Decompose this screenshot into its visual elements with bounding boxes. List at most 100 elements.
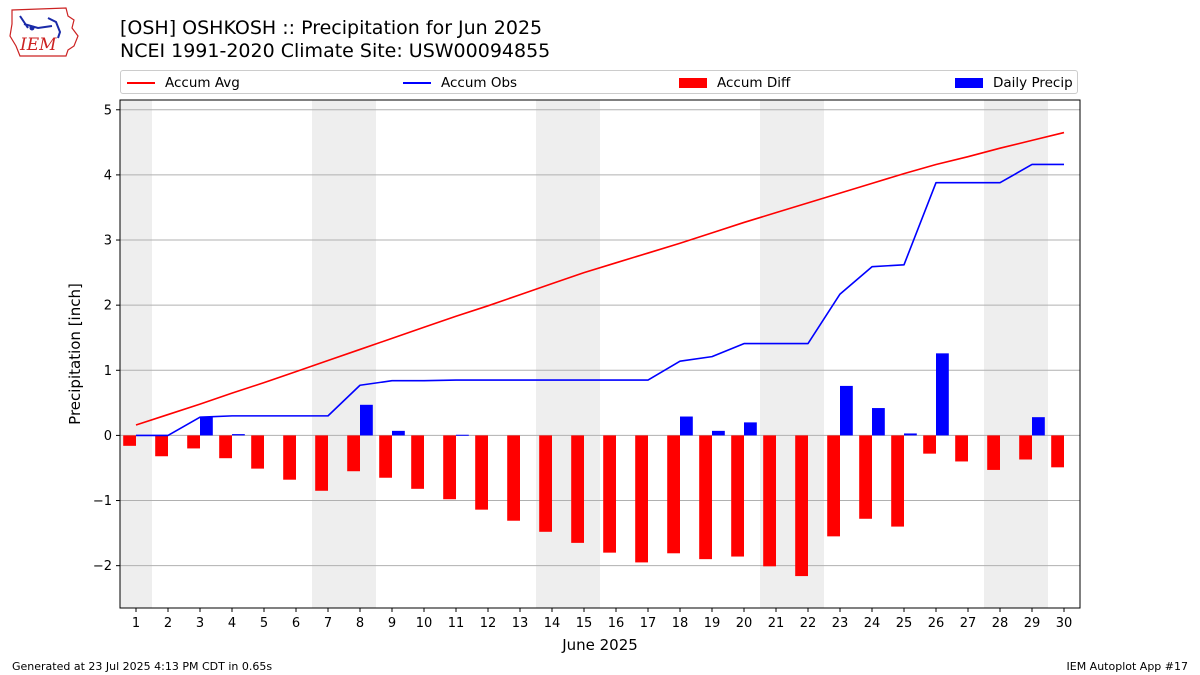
chart-title: [OSH] OSHKOSH :: Precipitation for Jun 2… — [120, 17, 543, 39]
accum-diff-bar-day-1 — [123, 435, 136, 446]
y-tick-label--2: −2 — [93, 559, 112, 574]
accum-diff-bar-day-29 — [1019, 435, 1032, 460]
accum-diff-bar-day-25 — [891, 435, 904, 527]
accum-diff-bar-day-27 — [955, 435, 968, 462]
plot-frame — [119, 99, 1081, 609]
legend-swatch-accum-obs — [403, 82, 431, 84]
x-tick-label-12: 12 — [480, 616, 497, 631]
x-tick-label-9: 9 — [388, 616, 396, 631]
chart-subtitle: NCEI 1991-2020 Climate Site: USW00094855 — [120, 40, 551, 62]
daily-precip-bar-day-8 — [360, 404, 373, 436]
accum-diff-bar-day-12 — [475, 435, 488, 510]
daily-precip-bar-day-23 — [840, 385, 853, 436]
accum-diff-bar-day-19 — [699, 435, 712, 560]
x-tick-label-17: 17 — [640, 616, 657, 631]
x-tick-label-14: 14 — [544, 616, 561, 631]
legend-label-accum-avg: Accum Avg — [165, 75, 240, 91]
footer-app-id: IEM Autoplot App #17 — [1066, 660, 1189, 673]
accum-diff-bar-day-21 — [763, 435, 776, 567]
daily-precip-bar-day-24 — [872, 408, 885, 436]
x-tick-label-28: 28 — [992, 616, 1009, 631]
accum-diff-bar-day-11 — [443, 435, 456, 500]
x-tick-label-26: 26 — [928, 616, 945, 631]
legend-swatch-daily-precip — [955, 78, 983, 88]
accum-diff-bar-day-26 — [923, 435, 936, 454]
weekend-shade-day-29 — [1016, 100, 1048, 608]
x-tick-label-13: 13 — [512, 616, 529, 631]
weekend-shade-day-1 — [120, 100, 152, 608]
daily-precip-bar-day-11 — [456, 434, 469, 436]
accum-diff-bar-day-14 — [539, 435, 552, 532]
x-tick-label-8: 8 — [356, 616, 364, 631]
accum-diff-bar-day-6 — [283, 435, 296, 480]
x-tick-label-18: 18 — [672, 616, 689, 631]
daily-precip-bar-day-18 — [680, 416, 693, 436]
x-tick-label-15: 15 — [576, 616, 593, 631]
accum-diff-bar-day-13 — [507, 435, 520, 521]
accum-diff-bar-day-7 — [315, 435, 328, 491]
x-tick-label-3: 3 — [196, 616, 204, 631]
y-tick-label-1: 1 — [104, 364, 112, 379]
x-tick-label-1: 1 — [132, 616, 140, 631]
legend-label-accum-obs: Accum Obs — [441, 75, 518, 91]
accum-diff-bar-day-10 — [411, 435, 424, 489]
accum-diff-bar-day-22 — [795, 435, 808, 577]
daily-precip-bar-day-9 — [392, 430, 405, 436]
iem-logo: IEM — [9, 7, 79, 57]
accum-diff-bar-day-18 — [667, 435, 680, 554]
accum-diff-bar-day-16 — [603, 435, 616, 553]
weekend-shade-day-8 — [344, 100, 376, 608]
accum-diff-bar-day-2 — [155, 435, 168, 457]
x-tick-label-7: 7 — [324, 616, 332, 631]
x-tick-label-6: 6 — [292, 616, 300, 631]
accum-diff-bar-day-15 — [571, 435, 584, 543]
daily-precip-bar-day-25 — [904, 433, 917, 436]
x-tick-label-27: 27 — [960, 616, 977, 631]
x-tick-label-25: 25 — [896, 616, 913, 631]
x-tick-label-2: 2 — [164, 616, 172, 631]
y-tick-label--1: −1 — [93, 494, 112, 509]
accum-diff-bar-day-20 — [731, 435, 744, 557]
accum-obs-line — [136, 163, 1064, 437]
x-tick-label-16: 16 — [608, 616, 625, 631]
weekend-shade-day-7 — [312, 100, 344, 608]
accum-diff-bar-day-17 — [635, 435, 648, 563]
x-tick-label-29: 29 — [1024, 616, 1041, 631]
accum-diff-bar-day-4 — [219, 435, 232, 459]
daily-precip-bar-day-20 — [744, 422, 757, 436]
accum-avg-line — [135, 131, 1065, 426]
legend-label-daily-precip: Daily Precip — [993, 75, 1073, 91]
accum-diff-bar-day-28 — [987, 435, 1000, 470]
x-tick-label-22: 22 — [800, 616, 817, 631]
chart-legend: Accum Avg Accum Obs Accum Diff Daily Pre… — [120, 70, 1078, 94]
daily-precip-bar-day-26 — [936, 353, 949, 436]
y-axis-label: Precipitation [inch] — [66, 283, 84, 425]
accum-diff-bar-day-9 — [379, 435, 392, 478]
x-tick-label-10: 10 — [416, 616, 433, 631]
x-tick-label-19: 19 — [704, 616, 721, 631]
x-tick-label-23: 23 — [832, 616, 849, 631]
y-tick-label-4: 4 — [104, 168, 112, 183]
legend-accum-avg: Accum Avg — [127, 73, 240, 93]
legend-swatch-accum-avg — [127, 82, 155, 84]
y-tick-label-0: 0 — [104, 429, 112, 444]
legend-accum-obs: Accum Obs — [403, 73, 517, 93]
y-tick-label-2: 2 — [104, 299, 112, 314]
accum-diff-bar-day-23 — [827, 435, 840, 537]
weekend-shade-day-28 — [984, 100, 1016, 608]
accum-diff-bar-day-24 — [859, 435, 872, 519]
daily-precip-bar-day-3 — [200, 417, 213, 436]
accum-diff-bar-day-8 — [347, 435, 360, 472]
accum-diff-bar-day-5 — [251, 435, 264, 469]
legend-accum-diff: Accum Diff — [679, 73, 790, 93]
accum-diff-bar-day-30 — [1051, 435, 1064, 468]
x-tick-label-20: 20 — [736, 616, 753, 631]
x-tick-label-5: 5 — [260, 616, 268, 631]
daily-precip-bar-day-29 — [1032, 417, 1045, 436]
x-tick-label-21: 21 — [768, 616, 785, 631]
daily-precip-bar-day-19 — [712, 430, 725, 436]
legend-daily-precip: Daily Precip — [955, 73, 1073, 93]
x-tick-label-24: 24 — [864, 616, 881, 631]
y-tick-label-5: 5 — [104, 103, 112, 118]
